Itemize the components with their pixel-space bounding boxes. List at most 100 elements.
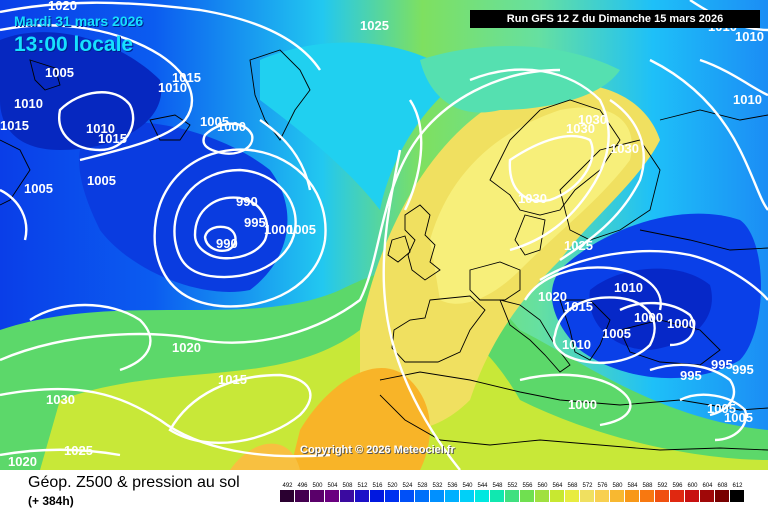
forecast-time: 13:00 locale [14, 33, 134, 56]
scale-label: 568 [567, 483, 578, 489]
scale-swatch [280, 490, 294, 502]
scale-label: 508 [342, 483, 353, 489]
pressure-label: 1015 [0, 118, 29, 133]
scale-swatch [385, 490, 399, 502]
pressure-label: 1030 [46, 392, 75, 407]
pressure-label: 1010 [86, 121, 115, 136]
scale-label: 504 [327, 483, 338, 489]
scale-label: 532 [432, 483, 443, 489]
pressure-label: 1015 [564, 299, 593, 314]
pressure-label: 990 [236, 194, 258, 209]
scale-label: 580 [612, 483, 623, 489]
scale-swatch [640, 490, 654, 502]
north-teal-band [420, 46, 620, 113]
scale-swatch [700, 490, 714, 502]
scale-label: 560 [537, 483, 548, 489]
pressure-label: 1005 [724, 410, 753, 425]
ridge-light-yellow [430, 107, 632, 304]
weather-map: 1020 1025 1010 1010 1010 1005 1010 1015 … [0, 0, 768, 470]
scale-swatch [730, 490, 744, 502]
pressure-label: 1000 [667, 316, 696, 331]
pressure-label: 1020 [48, 0, 77, 13]
pressure-label: 1010 [614, 280, 643, 295]
scale-swatch [715, 490, 729, 502]
pressure-label: 1005 [200, 114, 229, 129]
pressure-label: 1015 [218, 372, 247, 387]
scale-label: 520 [387, 483, 398, 489]
scale-label: 544 [477, 483, 488, 489]
scale-label: 584 [627, 483, 638, 489]
scale-swatch [445, 490, 459, 502]
scale-swatch [580, 490, 594, 502]
pressure-label: 1025 [64, 443, 93, 458]
scale-swatch [490, 490, 504, 502]
pressure-label: 1005 [287, 222, 316, 237]
scale-swatch [520, 490, 534, 502]
scale-label: 540 [462, 483, 473, 489]
scale-label: 512 [357, 483, 368, 489]
ridge-orange-west [230, 443, 300, 470]
scale-swatch [400, 490, 414, 502]
scale-swatch [475, 490, 489, 502]
scale-label: 612 [732, 483, 743, 489]
pressure-label: 1010 [733, 92, 762, 107]
scale-swatch [535, 490, 549, 502]
pressure-label: 1030 [610, 141, 639, 156]
pressure-label: 1005 [602, 326, 631, 341]
pressure-label: 1005 [87, 173, 116, 188]
isobars [0, 0, 768, 470]
pressure-label: 1000 [568, 397, 597, 412]
scale-label: 564 [552, 483, 563, 489]
pressure-label: 1030 [566, 121, 595, 136]
scale-swatch [685, 490, 699, 502]
scale-swatch [550, 490, 564, 502]
scale-swatch [370, 490, 384, 502]
scale-label: 592 [657, 483, 668, 489]
copyright-notice: Copyright © 2026 Meteociel.fr [300, 444, 455, 456]
scale-label: 588 [642, 483, 653, 489]
pressure-label: 995 [711, 357, 733, 372]
scale-label: 516 [372, 483, 383, 489]
scale-swatch [340, 490, 354, 502]
scale-label: 552 [507, 483, 518, 489]
pressure-label: 1025 [360, 18, 389, 33]
pressure-label: 1030 [578, 112, 607, 127]
scale-swatch [655, 490, 669, 502]
scale-swatch [355, 490, 369, 502]
legend-footer: Géop. Z500 & pression au sol (+ 384h) 49… [0, 470, 768, 512]
scale-swatch [610, 490, 624, 502]
pressure-label: 995 [680, 368, 702, 383]
scale-swatch [505, 490, 519, 502]
pressure-label: 1010 [735, 29, 764, 44]
pressure-label: 1015 [98, 131, 127, 146]
scale-label: 492 [282, 483, 293, 489]
pressure-label: 1020 [8, 454, 37, 469]
pressure-label: 1005 [707, 401, 736, 416]
ridge-orange [290, 368, 430, 470]
scale-swatch [430, 490, 444, 502]
north-cyan-band [260, 42, 460, 210]
scale-label: 548 [492, 483, 503, 489]
scale-label: 496 [297, 483, 308, 489]
scale-swatch [415, 490, 429, 502]
scale-label: 576 [597, 483, 608, 489]
atlantic-trough [79, 122, 288, 292]
scale-label: 596 [672, 483, 683, 489]
scale-swatch [460, 490, 474, 502]
pressure-label: 1010 [14, 96, 43, 111]
pressure-label: 1000 [264, 222, 293, 237]
scale-label: 524 [402, 483, 413, 489]
pressure-label: 1000 [634, 310, 663, 325]
pressure-label: 1000 [217, 119, 246, 134]
scale-label: 608 [717, 483, 728, 489]
pressure-label: 1020 [172, 340, 201, 355]
pressure-label: 1005 [24, 181, 53, 196]
pressure-label: 990 [216, 236, 238, 251]
pressure-label: 1010 [562, 337, 591, 352]
scale-swatch [565, 490, 579, 502]
scale-label: 528 [417, 483, 428, 489]
pressure-label: 995 [244, 215, 266, 230]
scale-label: 500 [312, 483, 323, 489]
scale-label: 556 [522, 483, 533, 489]
pressure-labels: 1020 1025 1010 1010 1010 1005 1010 1015 … [0, 0, 764, 469]
